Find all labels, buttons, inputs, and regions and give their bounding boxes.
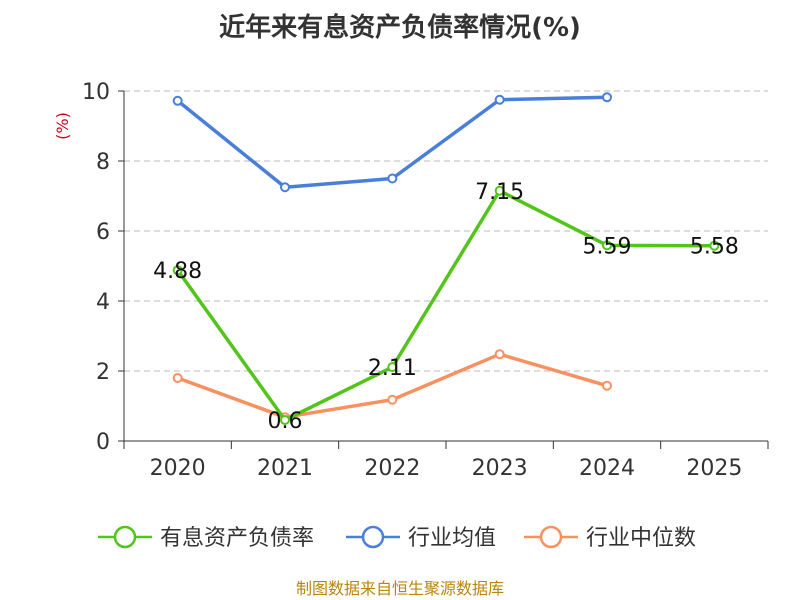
legend-label: 有息资产负债率 <box>160 526 314 551</box>
y-tick-label: 0 <box>96 430 110 455</box>
data-point <box>387 362 398 373</box>
data-label: 5.59 <box>583 234 632 259</box>
data-point <box>709 240 720 251</box>
data-label: 5.58 <box>690 235 739 260</box>
data-point <box>602 240 612 251</box>
data-point <box>494 185 505 196</box>
data-point <box>602 380 612 391</box>
data-point <box>387 173 398 184</box>
y-axis-label: (%) <box>53 112 72 140</box>
data-point <box>280 182 290 193</box>
series-lines <box>172 92 720 425</box>
data-labels: 4.88 0.6 2.11 7.15 5.59 5.58 <box>153 180 739 434</box>
legend: 有息资产负债率 行业均值 行业中位数 <box>98 525 696 551</box>
x-tick-label: 2025 <box>686 456 742 481</box>
legend-marker <box>361 525 385 549</box>
data-point <box>387 394 398 405</box>
series-line <box>176 189 715 422</box>
data-point <box>172 95 183 106</box>
data-point <box>172 373 183 383</box>
data-point <box>494 349 505 360</box>
data-label: 0.6 <box>268 409 303 434</box>
data-point <box>602 92 612 103</box>
chart-title: 近年来有息资产负债率情况(%) <box>219 12 581 43</box>
source-note: 制图数据来自恒生聚源数据库 <box>296 579 504 598</box>
x-tick-label: 2022 <box>364 456 420 481</box>
axes: 0 2 4 6 8 10 2020 2021 2022 2023 2024 2025 <box>82 80 769 481</box>
y-tick-label: 10 <box>82 80 110 105</box>
data-point <box>280 415 290 425</box>
data-point <box>172 265 183 276</box>
y-tick-label: 8 <box>96 150 110 175</box>
x-tick-label: 2021 <box>257 456 313 481</box>
x-tick-label: 2020 <box>150 456 206 481</box>
legend-marker <box>113 525 137 549</box>
legend-label: 行业中位数 <box>586 526 696 551</box>
grid-lines <box>124 90 768 372</box>
data-label: 4.88 <box>153 259 202 284</box>
data-label: 7.15 <box>475 180 524 205</box>
x-tick-label: 2024 <box>579 456 635 481</box>
y-tick-label: 2 <box>96 360 110 385</box>
data-label: 2.11 <box>368 356 417 381</box>
data-point <box>494 94 505 105</box>
y-tick-label: 6 <box>96 220 110 245</box>
legend-label: 行业均值 <box>408 526 496 551</box>
legend-marker <box>539 525 563 549</box>
x-tick-label: 2023 <box>472 456 528 481</box>
y-tick-label: 4 <box>96 290 110 315</box>
